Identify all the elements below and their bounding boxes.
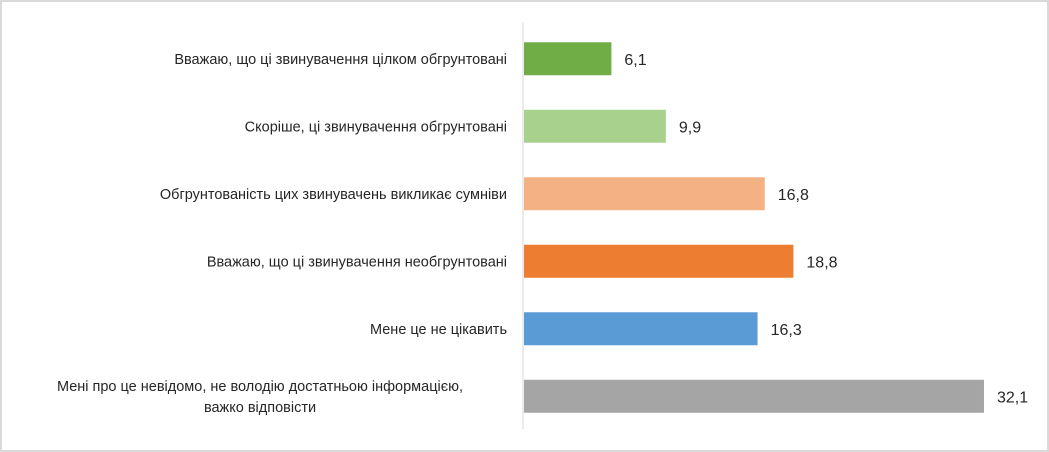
data-label: 9,9	[679, 119, 701, 136]
data-label: 16,8	[778, 187, 809, 204]
bar	[524, 177, 765, 211]
category-label: Обгрунтованість цих звинувачень викликає…	[160, 187, 507, 203]
category-label: Мене це не цікавить	[370, 322, 507, 338]
data-label: 6,1	[624, 52, 646, 69]
category-label: Скоріше, ці звинувачення обгрунтовані	[245, 119, 507, 135]
data-label: 16,3	[771, 322, 802, 339]
bar	[524, 379, 984, 413]
category-label: Вважаю, що ці звинувачення необгрунтован…	[207, 254, 507, 270]
category-label: Вважаю, що ці звинувачення цілком обгрун…	[174, 52, 507, 68]
data-label: 32,1	[997, 389, 1028, 406]
category-label: Мені про це невідомо, не володію достатн…	[57, 379, 463, 416]
bar	[524, 109, 666, 143]
bar	[524, 42, 612, 76]
data-label: 18,8	[806, 254, 837, 271]
bar	[524, 312, 758, 346]
bar	[524, 244, 794, 278]
